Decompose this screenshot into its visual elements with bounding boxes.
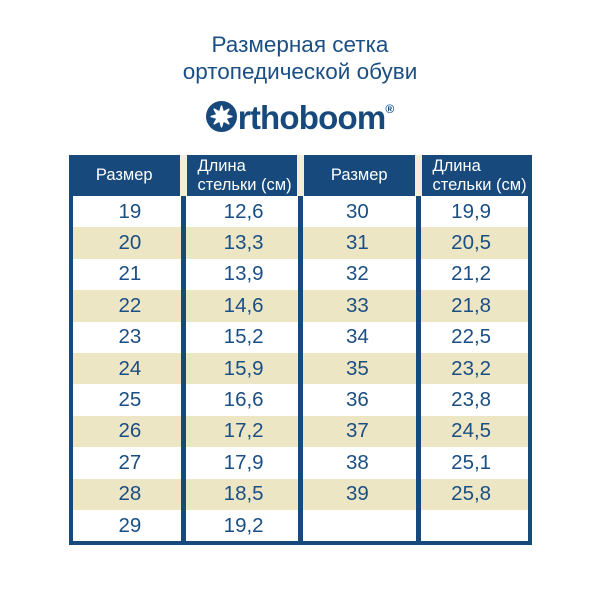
table-cell: 21,2 bbox=[451, 262, 492, 286]
brand-name: rthoboom bbox=[237, 98, 386, 136]
table-header-row: Размер Длина стельки (см) Размер Длина стел… bbox=[69, 155, 532, 196]
table-cell: 33 bbox=[345, 293, 369, 317]
table-cell: 32 bbox=[345, 262, 369, 286]
table-cell: 18,5 bbox=[223, 482, 264, 506]
column-divider bbox=[180, 196, 186, 542]
table-cell: 17,2 bbox=[223, 419, 264, 443]
table-cell: 23,2 bbox=[451, 356, 492, 380]
table-cell: 20,5 bbox=[451, 231, 492, 255]
table-cell: 19,2 bbox=[223, 513, 264, 537]
table-cell: 19 bbox=[118, 199, 142, 223]
table-cell: 22 bbox=[118, 293, 142, 317]
table-cell: 15,2 bbox=[223, 325, 264, 349]
table-cell: 30 bbox=[345, 199, 369, 223]
table-cell: 39 bbox=[345, 482, 369, 506]
title-block: Размерная сетка ортопедической обуви rth… bbox=[0, 0, 600, 134]
page-title: Размерная сетка ортопедической обуви bbox=[0, 31, 600, 86]
size-table: Размер Длина стельки (см) Размер Длина стел… bbox=[69, 155, 532, 546]
column-header: Длина стельки (см) bbox=[186, 155, 297, 196]
table-cell: 31 bbox=[345, 231, 369, 255]
table-cell: 17,9 bbox=[223, 450, 264, 474]
star-in-circle-icon bbox=[205, 100, 237, 132]
column-header: Размер bbox=[69, 155, 180, 196]
table-body: 19 12,6 30 19,9 20 13,3 31 20,5 21 13,9 32 21,2 22 14… bbox=[69, 196, 532, 546]
column-divider bbox=[415, 196, 421, 542]
column-header: Размер bbox=[304, 155, 415, 196]
table-cell: 21,8 bbox=[451, 293, 492, 317]
column-header: Длина стельки (см) bbox=[421, 155, 532, 196]
table-cell: 38 bbox=[345, 450, 369, 474]
table-cell: 23,8 bbox=[451, 388, 492, 412]
table-cell: 37 bbox=[345, 419, 369, 443]
table-cell: 28 bbox=[118, 482, 142, 506]
table-cell: 36 bbox=[345, 388, 369, 412]
table-cell: 22,5 bbox=[451, 325, 492, 349]
table-cell: 25,8 bbox=[451, 482, 492, 506]
page-title-line1: Размерная сетка bbox=[211, 32, 389, 57]
brand-logo: rthoboom ® bbox=[0, 98, 600, 136]
table-cell: 29 bbox=[118, 513, 142, 537]
table-cell: 25,1 bbox=[451, 450, 492, 474]
table-cell: 12,6 bbox=[223, 199, 264, 223]
table-cell: 20 bbox=[118, 231, 142, 255]
table-cell: 23 bbox=[118, 325, 142, 349]
table-cell: 21 bbox=[118, 262, 142, 286]
column-divider bbox=[298, 196, 303, 542]
table-cell: 16,6 bbox=[223, 388, 264, 412]
table-cell: 25 bbox=[118, 388, 142, 412]
table-cell: 24 bbox=[118, 356, 142, 380]
table-cell: 14,6 bbox=[223, 293, 264, 317]
table-cell: 19,9 bbox=[451, 199, 492, 223]
table-cell: 24,5 bbox=[451, 419, 492, 443]
table-cell: 13,9 bbox=[223, 262, 264, 286]
registered-mark: ® bbox=[385, 101, 395, 116]
table-cell: 34 bbox=[345, 325, 369, 349]
table-cell: 26 bbox=[118, 419, 142, 443]
table-cell: 15,9 bbox=[223, 356, 264, 380]
table-cell: 27 bbox=[118, 450, 142, 474]
table-cell: 35 bbox=[345, 356, 369, 380]
page-title-line2: ортопедической обуви bbox=[182, 59, 418, 85]
table-cell: 13,3 bbox=[223, 231, 264, 255]
